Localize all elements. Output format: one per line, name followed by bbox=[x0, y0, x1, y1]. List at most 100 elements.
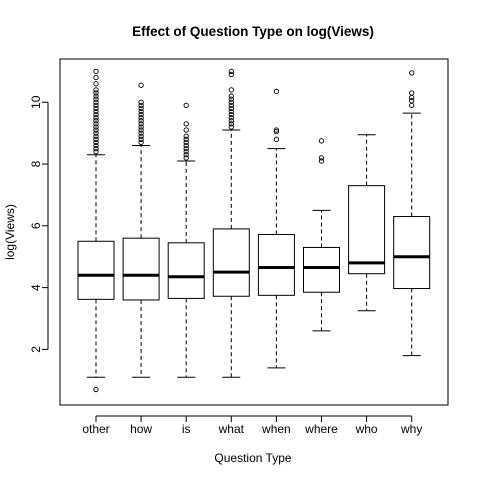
iqr-box bbox=[257, 233, 295, 296]
outlier-point bbox=[183, 133, 189, 139]
outlier-point bbox=[183, 102, 189, 108]
outlier-point bbox=[93, 81, 99, 87]
box-how bbox=[122, 82, 160, 378]
outlier-point bbox=[183, 142, 189, 149]
y-tick-label: 2 bbox=[29, 346, 43, 353]
box-why bbox=[393, 70, 431, 357]
outlier-point bbox=[228, 121, 234, 127]
outlier-point bbox=[138, 133, 144, 139]
outlier-point bbox=[93, 96, 99, 102]
outlier-point bbox=[318, 158, 325, 164]
outlier-point bbox=[93, 105, 99, 112]
outlier-point bbox=[228, 111, 234, 118]
outlier-point bbox=[93, 93, 99, 99]
outlier-point bbox=[228, 118, 234, 124]
outlier-point bbox=[228, 99, 234, 105]
box-other bbox=[77, 68, 115, 393]
x-tick-label: is bbox=[182, 422, 191, 436]
chart-title: Effect of Question Type on log(Views) bbox=[132, 24, 374, 39]
outlier-point bbox=[138, 121, 144, 127]
outlier-point bbox=[228, 108, 234, 115]
outlier-point bbox=[228, 124, 234, 130]
iqr-box bbox=[122, 237, 160, 301]
x-tick-label: other bbox=[82, 422, 109, 436]
outlier-point bbox=[138, 102, 144, 108]
outlier-point bbox=[138, 124, 144, 130]
outlier-point bbox=[183, 155, 189, 161]
outlier-point bbox=[228, 71, 234, 78]
outlier-point bbox=[409, 70, 415, 76]
outlier-point bbox=[409, 94, 415, 101]
outlier-point bbox=[138, 139, 144, 146]
outlier-point bbox=[93, 99, 99, 105]
outlier-point bbox=[228, 96, 234, 102]
outlier-point bbox=[318, 155, 325, 161]
box-where bbox=[303, 138, 340, 332]
outlier-point bbox=[93, 127, 99, 133]
iqr-box bbox=[303, 246, 340, 293]
iqr-box bbox=[348, 185, 386, 275]
outlier-point bbox=[183, 121, 189, 127]
outlier-point bbox=[138, 108, 144, 115]
outlier-point bbox=[93, 139, 99, 146]
outlier-point bbox=[138, 115, 144, 121]
x-tick-label: why bbox=[400, 422, 422, 436]
outlier-point bbox=[138, 136, 144, 142]
y-tick-label: 8 bbox=[29, 160, 43, 167]
outlier-point bbox=[93, 118, 99, 124]
iqr-box bbox=[167, 242, 205, 299]
outlier-point bbox=[93, 124, 99, 130]
outlier-point bbox=[273, 88, 280, 95]
outlier-point bbox=[138, 130, 144, 136]
outlier-point bbox=[138, 99, 144, 105]
box-is bbox=[167, 102, 205, 378]
y-tick-label: 6 bbox=[29, 222, 43, 229]
box-when bbox=[257, 88, 295, 369]
outlier-point bbox=[93, 102, 99, 108]
outlier-point bbox=[93, 136, 99, 142]
y-axis-label: log(Views) bbox=[3, 204, 17, 260]
outlier-point bbox=[228, 93, 234, 99]
outlier-point bbox=[93, 90, 99, 96]
outlier-point bbox=[138, 118, 144, 124]
outlier-point bbox=[273, 136, 280, 142]
outlier-point bbox=[138, 82, 144, 88]
outlier-point bbox=[183, 136, 189, 142]
outlier-point bbox=[93, 87, 99, 93]
outlier-point bbox=[228, 102, 234, 108]
x-tick-label: who bbox=[355, 422, 378, 436]
x-tick-label: how bbox=[130, 422, 152, 436]
outlier-point bbox=[409, 90, 415, 96]
outlier-point bbox=[93, 115, 99, 121]
outlier-point bbox=[183, 149, 189, 155]
x-tick-label: where bbox=[304, 422, 338, 436]
outlier-point bbox=[93, 142, 99, 149]
x-axis-label: Question Type bbox=[214, 451, 291, 465]
outlier-point bbox=[183, 139, 189, 146]
outlier-point bbox=[93, 74, 99, 81]
outlier-point bbox=[93, 130, 99, 136]
outlier-point bbox=[93, 108, 99, 115]
iqr-box bbox=[77, 240, 115, 300]
x-tick-label: what bbox=[218, 422, 245, 436]
outlier-point bbox=[93, 386, 99, 393]
outlier-point bbox=[93, 149, 99, 155]
outlier-point bbox=[183, 152, 189, 158]
outlier-point bbox=[409, 102, 415, 108]
outlier-point bbox=[273, 128, 280, 135]
outlier-point bbox=[318, 138, 325, 144]
outlier-point bbox=[138, 105, 144, 112]
outlier-point bbox=[93, 111, 99, 118]
chart-marks: 2 4 6 8 10 other how is what when where who why bbox=[29, 68, 431, 436]
outlier-point bbox=[93, 145, 99, 152]
outlier-point bbox=[183, 127, 189, 133]
x-tick-label: when bbox=[261, 422, 291, 436]
outlier-point bbox=[228, 105, 234, 112]
outlier-point bbox=[228, 87, 234, 93]
outlier-point bbox=[93, 121, 99, 127]
outlier-point bbox=[228, 115, 234, 121]
outlier-point bbox=[138, 111, 144, 118]
outlier-point bbox=[138, 127, 144, 133]
